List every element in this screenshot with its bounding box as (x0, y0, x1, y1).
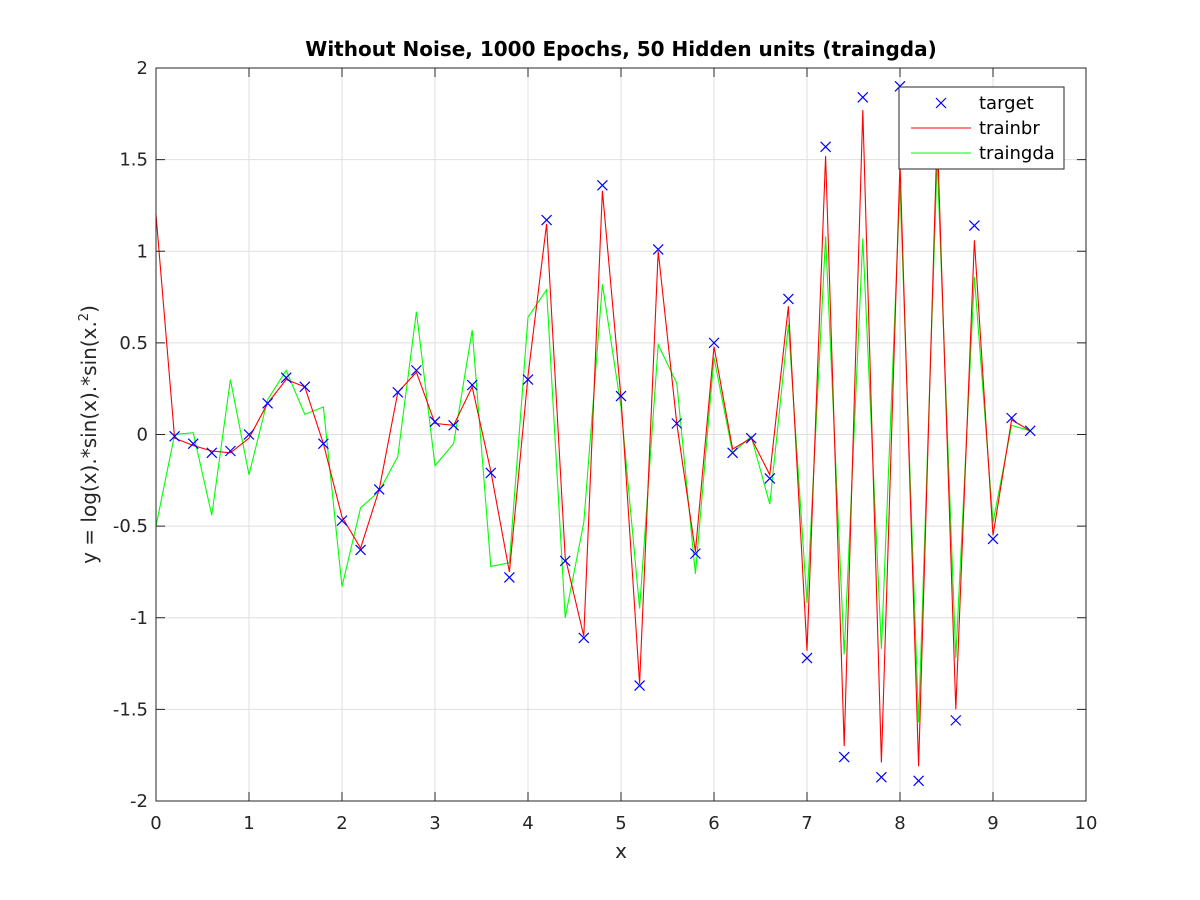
marker-target-42 (950, 714, 962, 726)
legend-item-trainbr: trainbr (911, 118, 1040, 139)
chart-title: Without Noise, 1000 Epochs, 50 Hidden un… (305, 37, 936, 61)
legend-item-target: target (935, 93, 1034, 114)
marker-target-20 (541, 214, 553, 226)
marker-target-1 (187, 438, 199, 450)
series-target (169, 80, 1036, 787)
y-tick-label-5: 0.5 (119, 333, 148, 354)
marker-target-35 (820, 141, 832, 153)
marker-target-15 (448, 419, 460, 431)
marker-target-38 (875, 771, 887, 783)
marker-target-25 (634, 680, 646, 691)
y-tick-label-2: -1 (130, 608, 148, 629)
marker-target-8 (317, 438, 329, 450)
x-tick-label-5: 5 (615, 813, 626, 834)
legend: target trainbr traingda (898, 86, 1065, 170)
marker-target-6 (280, 372, 292, 384)
x-axis-label: x (615, 839, 627, 863)
marker-target-18 (503, 572, 515, 583)
marker-target-12 (392, 386, 404, 398)
y-tick-label-4: 0 (137, 425, 148, 446)
y-tick-label-3: -0.5 (113, 516, 148, 537)
ticks: 0 1 2 3 4 5 6 7 8 9 10 -2 -1.5 -1 -0.5 0 0.5 1 1.5 2 (113, 58, 1098, 834)
x-tick-label-4: 4 (522, 813, 533, 834)
marker-target-5 (262, 397, 274, 409)
marker-target-19 (522, 374, 534, 385)
y-axis-label: y = log(x).*sin(x).*sin(x.2) (77, 305, 101, 564)
marker-target-22 (578, 632, 590, 644)
marker-target-31 (745, 432, 757, 444)
x-tick-label-8: 8 (894, 813, 905, 834)
x-tick-label-3: 3 (429, 813, 440, 834)
marker-target-32 (764, 473, 776, 484)
marker-target-21 (559, 555, 571, 567)
legend-label-trainbr: trainbr (979, 118, 1040, 139)
marker-target-29 (708, 337, 720, 349)
marker-target-43 (968, 220, 980, 232)
x-tick-label-2: 2 (336, 813, 347, 834)
y-tick-label-6: 1 (137, 241, 148, 262)
marker-target-17 (485, 467, 497, 479)
x-tick-label-10: 10 (1075, 813, 1098, 834)
marker-target-4 (243, 429, 255, 440)
marker-target-30 (727, 447, 739, 459)
marker-target-11 (373, 484, 385, 495)
series-layer (155, 80, 1036, 787)
marker-target-44 (987, 533, 999, 545)
marker-target-9 (336, 515, 348, 527)
y-tick-label-7: 1.5 (119, 150, 148, 171)
y-axis-label-superscript: 2 (77, 313, 92, 321)
marker-target-24 (615, 390, 627, 402)
marker-target-34 (801, 652, 813, 664)
series-line-trainbr (155, 110, 1031, 767)
marker-target-23 (596, 179, 608, 191)
x-tick-label-1: 1 (243, 813, 254, 834)
x-tick-label-0: 0 (150, 813, 161, 834)
marker-target-33 (782, 293, 794, 305)
y-tick-label-0: -2 (130, 791, 148, 812)
marker-target-37 (857, 91, 869, 103)
legend-swatch-target (935, 97, 947, 109)
marker-target-7 (299, 381, 311, 393)
marker-target-27 (671, 418, 683, 429)
marker-target-36 (838, 751, 850, 763)
series-trainbr (155, 110, 1031, 767)
marker-target-10 (355, 544, 367, 556)
marker-target-2 (206, 447, 218, 459)
x-tick-label-9: 9 (987, 813, 998, 834)
x-tick-label-6: 6 (708, 813, 719, 834)
marker-target-13 (410, 364, 422, 376)
marker-target-3 (224, 445, 236, 457)
marker-target-28 (689, 548, 701, 560)
marker-target-40 (913, 775, 925, 787)
x-tick-label-7: 7 (801, 813, 812, 834)
marker-target-14 (429, 416, 441, 428)
y-tick-label-1: -1.5 (113, 699, 148, 720)
marker-target-45 (1006, 412, 1018, 424)
marker-target-16 (466, 379, 478, 391)
y-axis-label-close: ) (77, 305, 101, 313)
y-tick-label-8: 2 (137, 58, 148, 79)
y-axis-label-main: y = log(x).*sin(x).*sin(x. (77, 321, 101, 564)
marker-target-46 (1024, 425, 1036, 437)
legend-label-traingda: traingda (979, 143, 1055, 164)
marker-target-0 (169, 430, 181, 442)
marker-target-26 (652, 243, 664, 255)
legend-label-target: target (979, 93, 1034, 114)
legend-item-traingda: traingda (911, 143, 1055, 164)
